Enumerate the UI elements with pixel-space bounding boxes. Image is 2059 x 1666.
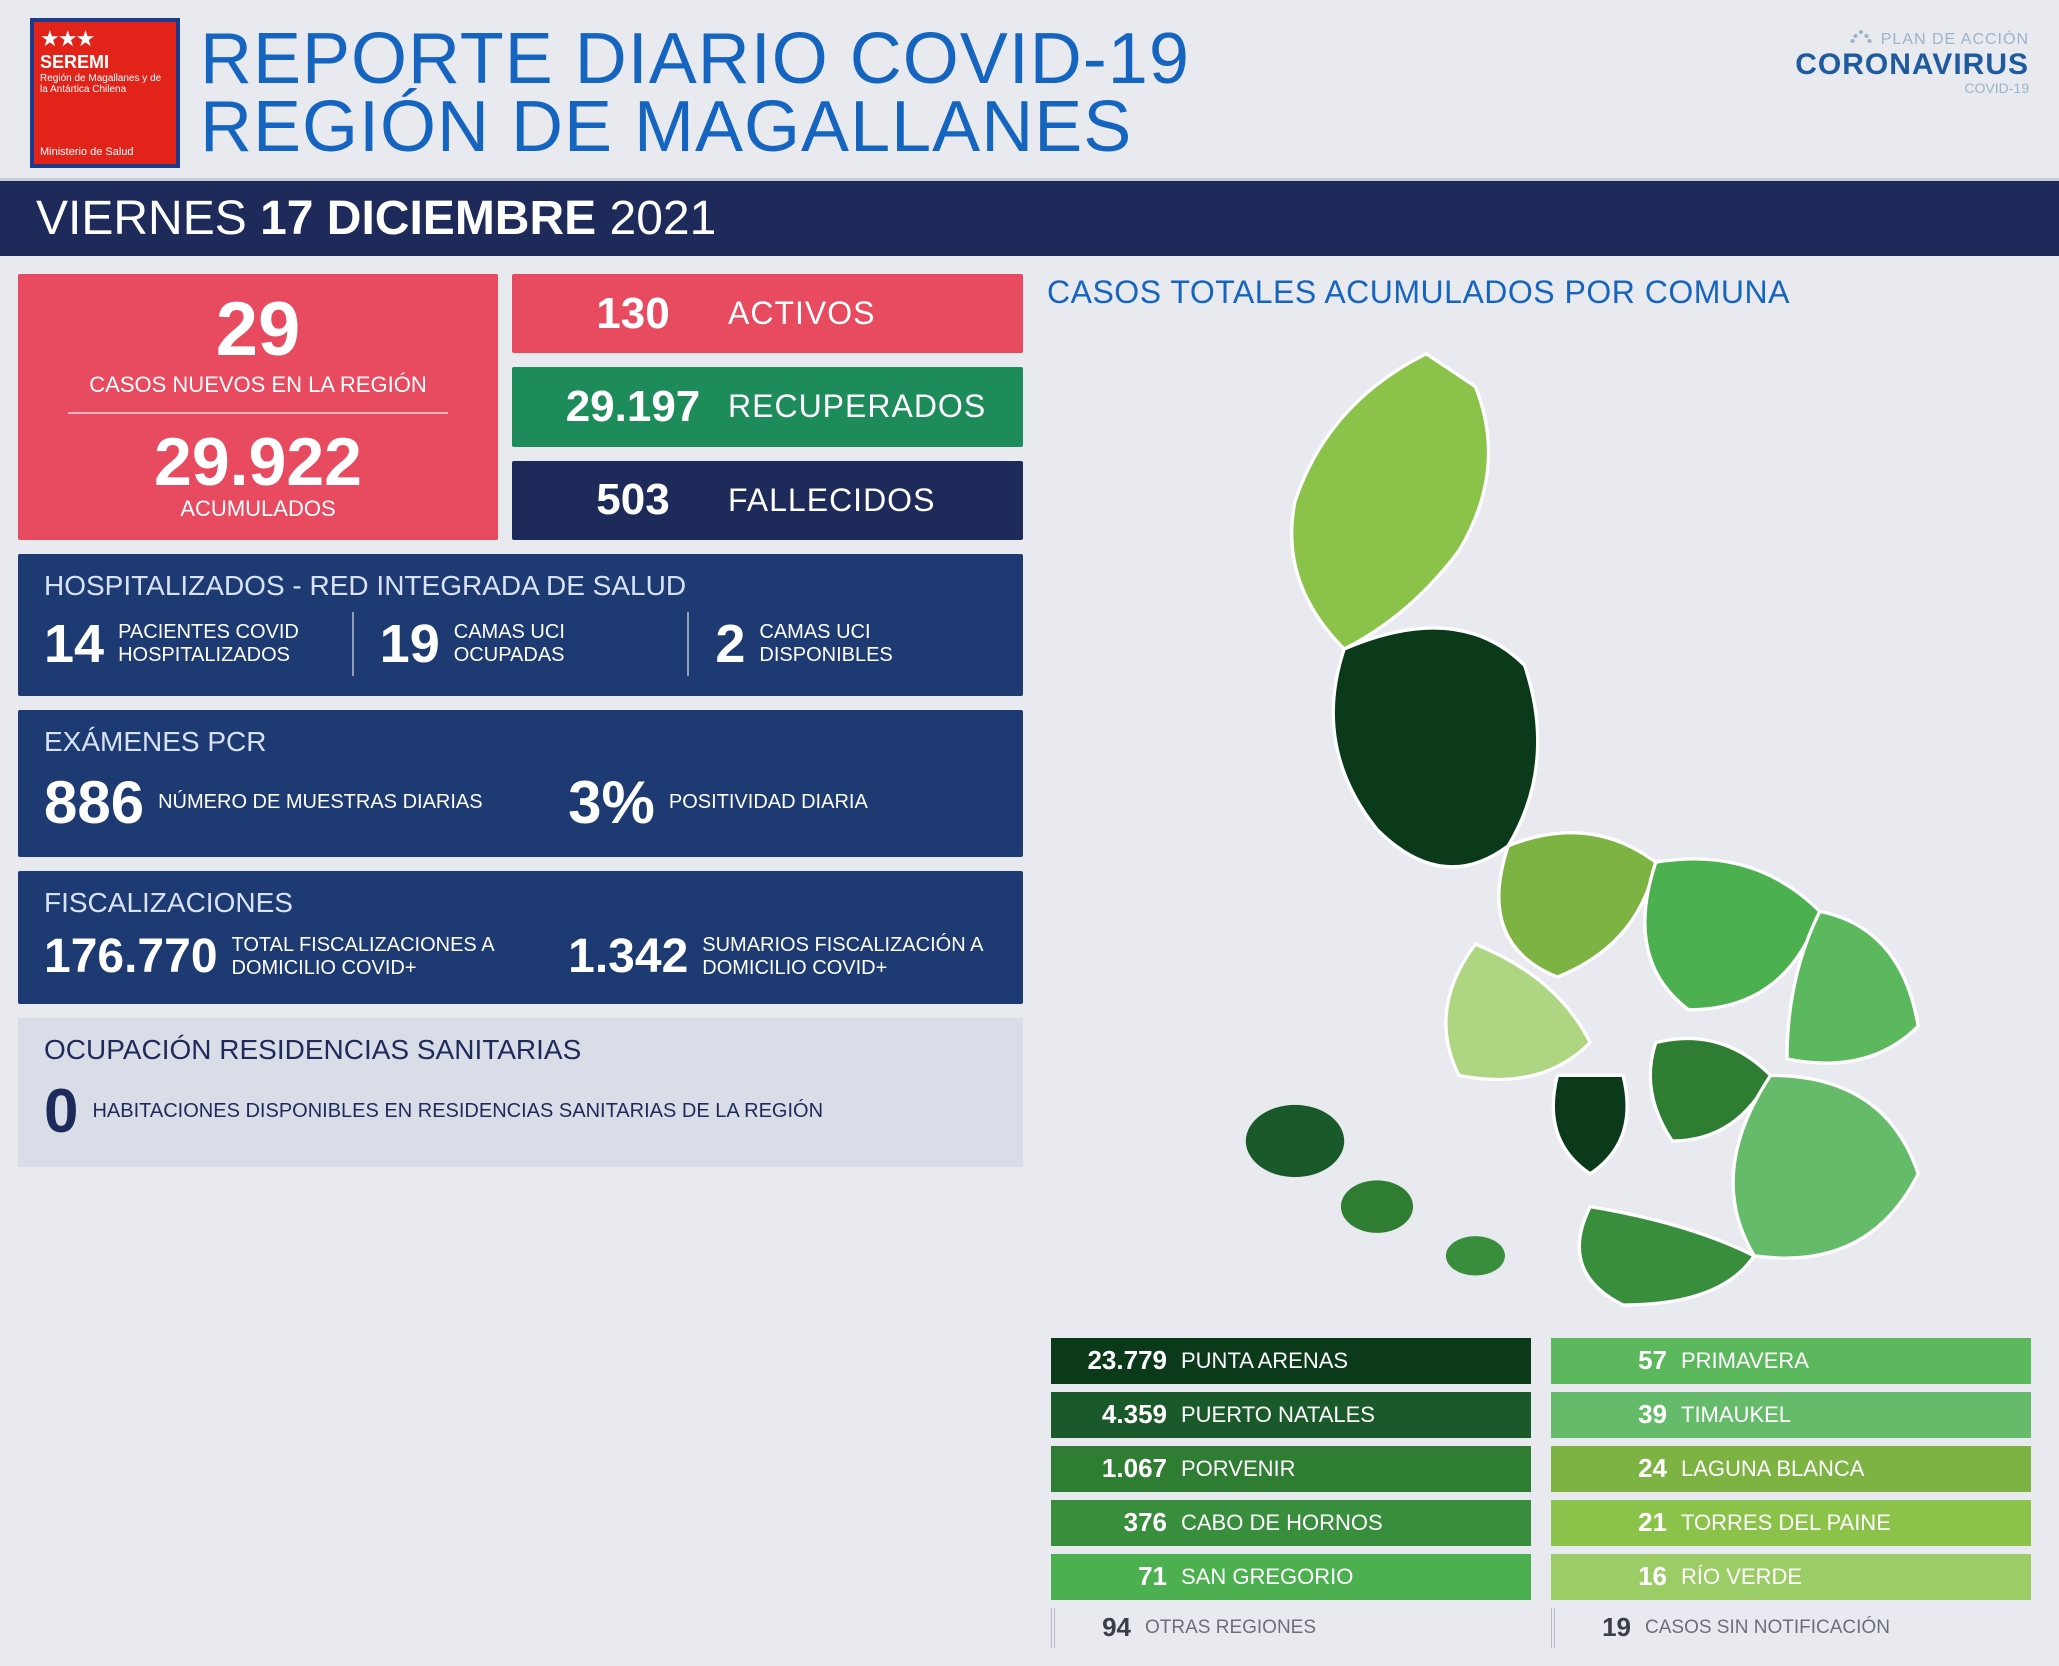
recovered-value: 29.197 [538,382,728,432]
comuna-value: 21 [1551,1507,1681,1538]
comuna-bar: 16RÍO VERDE [1551,1554,2031,1600]
comuna-bar: 39TIMAUKEL [1551,1392,2031,1438]
comuna-value: 1.067 [1051,1453,1181,1484]
accum-value: 29.922 [28,428,488,496]
residences-panel: OCUPACIÓN RESIDENCIAS SANITARIAS 0 HABIT… [18,1018,1023,1167]
hosp-patients-value: 14 [44,613,104,675]
title-block: REPORTE DIARIO COVID-19 REGIÓN DE MAGALL… [200,25,2029,162]
comuna-label: CABO DE HORNOS [1181,1510,1383,1536]
new-cases-label: CASOS NUEVOS EN LA REGIÓN [28,372,488,398]
magallanes-map-icon [1131,321,1951,1338]
hosp-title: HOSPITALIZADOS - RED INTEGRADA DE SALUD [44,570,997,602]
comuna-footer-label: CASOS SIN NOTIFICACIÓN [1645,1617,1890,1639]
recovered-label: RECUPERADOS [728,388,986,425]
date-year: 2021 [610,192,717,245]
fisc-title: FISCALIZACIONES [44,887,997,919]
comuna-label: SAN GREGORIO [1181,1564,1353,1590]
plan-mid: CORONAVIRUS [1795,50,2029,80]
plan-dots-icon [1847,30,1875,50]
pcr-samples-label: NÚMERO DE MUESTRAS DIARIAS [158,791,482,814]
title-line1: REPORTE DIARIO COVID-19 [200,25,2029,93]
plan-low: COVID-19 [1795,80,2029,96]
fisc-summons-value: 1.342 [568,929,688,984]
comuna-footer-label: OTRAS REGIONES [1145,1617,1316,1639]
fisc-total-label: TOTAL FISCALIZACIONES A DOMICILIO COVID+ [232,934,569,980]
fisc-total-value: 176.770 [44,929,218,984]
comuna-label: PORVENIR [1181,1456,1296,1482]
hosp-uci-occ-value: 19 [380,613,440,675]
comuna-label: PUNTA ARENAS [1181,1348,1348,1374]
comuna-label: TORRES DEL PAINE [1681,1510,1891,1536]
comuna-bar: 1.067PORVENIR [1051,1446,1531,1492]
plan-accion-logo: PLAN DE ACCIÓN CORONAVIRUS COVID-19 [1795,30,2029,96]
comuna-label: LAGUNA BLANCA [1681,1456,1864,1482]
residences-label: HABITACIONES DISPONIBLES EN RESIDENCIAS … [92,1100,823,1123]
active-label: ACTIVOS [728,295,875,332]
comuna-bar: 4.359PUERTO NATALES [1051,1392,1531,1438]
hospitalized-panel: HOSPITALIZADOS - RED INTEGRADA DE SALUD … [18,554,1023,696]
pcr-title: EXÁMENES PCR [44,726,997,758]
comuna-value: 57 [1551,1345,1681,1376]
comuna-value: 71 [1051,1561,1181,1592]
logo-region: Región de Magallanes y de la Antártica C… [40,73,170,95]
title-line2: REGIÓN DE MAGALLANES [200,93,2029,161]
hosp-uci-avail-label: CAMAS UCI DISPONIBLES [759,621,997,667]
active-card: 130 ACTIVOS [512,274,1023,353]
hosp-uci-occ-label: CAMAS UCI OCUPADAS [454,621,662,667]
residences-title: OCUPACIÓN RESIDENCIAS SANITARIAS [44,1034,997,1066]
plan-top: PLAN DE ACCIÓN [1881,31,2029,49]
deaths-value: 503 [538,475,728,525]
map-area [1041,321,2041,1338]
seremi-logo: ★ ★ ★ SEREMI Región de Magallanes y de l… [30,18,180,168]
residences-value: 0 [44,1076,78,1147]
comuna-footer: 19CASOS SIN NOTIFICACIÓN [1551,1608,2031,1648]
comunas-block: 23.779PUNTA ARENAS4.359PUERTO NATALES1.0… [1041,1338,2041,1648]
comuna-footer: 94OTRAS REGIONES [1051,1608,1531,1648]
comuna-bar: 71SAN GREGORIO [1051,1554,1531,1600]
logo-seremi: SEREMI [40,52,170,73]
pcr-positivity-value: 3% [568,768,655,837]
comuna-label: TIMAUKEL [1681,1402,1791,1428]
comuna-footer-value: 19 [1565,1612,1645,1643]
comuna-value: 23.779 [1051,1345,1181,1376]
comuna-bar: 23.779PUNTA ARENAS [1051,1338,1531,1384]
accum-label: ACUMULADOS [28,496,488,522]
header: ★ ★ ★ SEREMI Región de Magallanes y de l… [0,0,2059,181]
fisc-summons-label: SUMARIOS FISCALIZACIÓN A DOMICILIO COVID… [702,934,997,980]
comuna-value: 39 [1551,1399,1681,1430]
hosp-patients-label: PACIENTES COVID HOSPITALIZADOS [118,621,326,667]
date-weekday: VIERNES [36,192,247,245]
date-bar: VIERNES 17 DICIEMBRE 2021 [0,181,2059,256]
comuna-label: PRIMAVERA [1681,1348,1809,1374]
active-value: 130 [538,289,728,339]
pcr-panel: EXÁMENES PCR 886 NÚMERO DE MUESTRAS DIAR… [18,710,1023,857]
comuna-bar: 21TORRES DEL PAINE [1551,1500,2031,1546]
comuna-bar: 57PRIMAVERA [1551,1338,2031,1384]
date-daymonth: 17 DICIEMBRE [260,192,596,245]
comuna-label: PUERTO NATALES [1181,1402,1375,1428]
comuna-label: RÍO VERDE [1681,1564,1802,1590]
logo-ministry: Ministerio de Salud [40,146,134,158]
comuna-value: 4.359 [1051,1399,1181,1430]
logo-star-icon: ★ ★ ★ [40,28,170,50]
new-cases-value: 29 [28,292,488,368]
pcr-positivity-label: POSITIVIDAD DIARIA [669,791,868,814]
comuna-bar: 376CABO DE HORNOS [1051,1500,1531,1546]
pcr-samples-value: 886 [44,768,144,837]
comuna-footer-value: 94 [1065,1612,1145,1643]
deaths-card: 503 FALLECIDOS [512,461,1023,540]
hosp-uci-avail-value: 2 [715,613,745,675]
new-and-accum-card: 29 CASOS NUEVOS EN LA REGIÓN 29.922 ACUM… [18,274,498,540]
map-title: CASOS TOTALES ACUMULADOS POR COMUNA [1047,274,2041,311]
top-stats: 29 CASOS NUEVOS EN LA REGIÓN 29.922 ACUM… [18,274,1023,540]
fiscalizaciones-panel: FISCALIZACIONES 176.770 TOTAL FISCALIZAC… [18,871,1023,1004]
recovered-card: 29.197 RECUPERADOS [512,367,1023,446]
comuna-value: 24 [1551,1453,1681,1484]
comuna-bar: 24LAGUNA BLANCA [1551,1446,2031,1492]
comuna-value: 16 [1551,1561,1681,1592]
deaths-label: FALLECIDOS [728,482,935,519]
comuna-value: 376 [1051,1507,1181,1538]
